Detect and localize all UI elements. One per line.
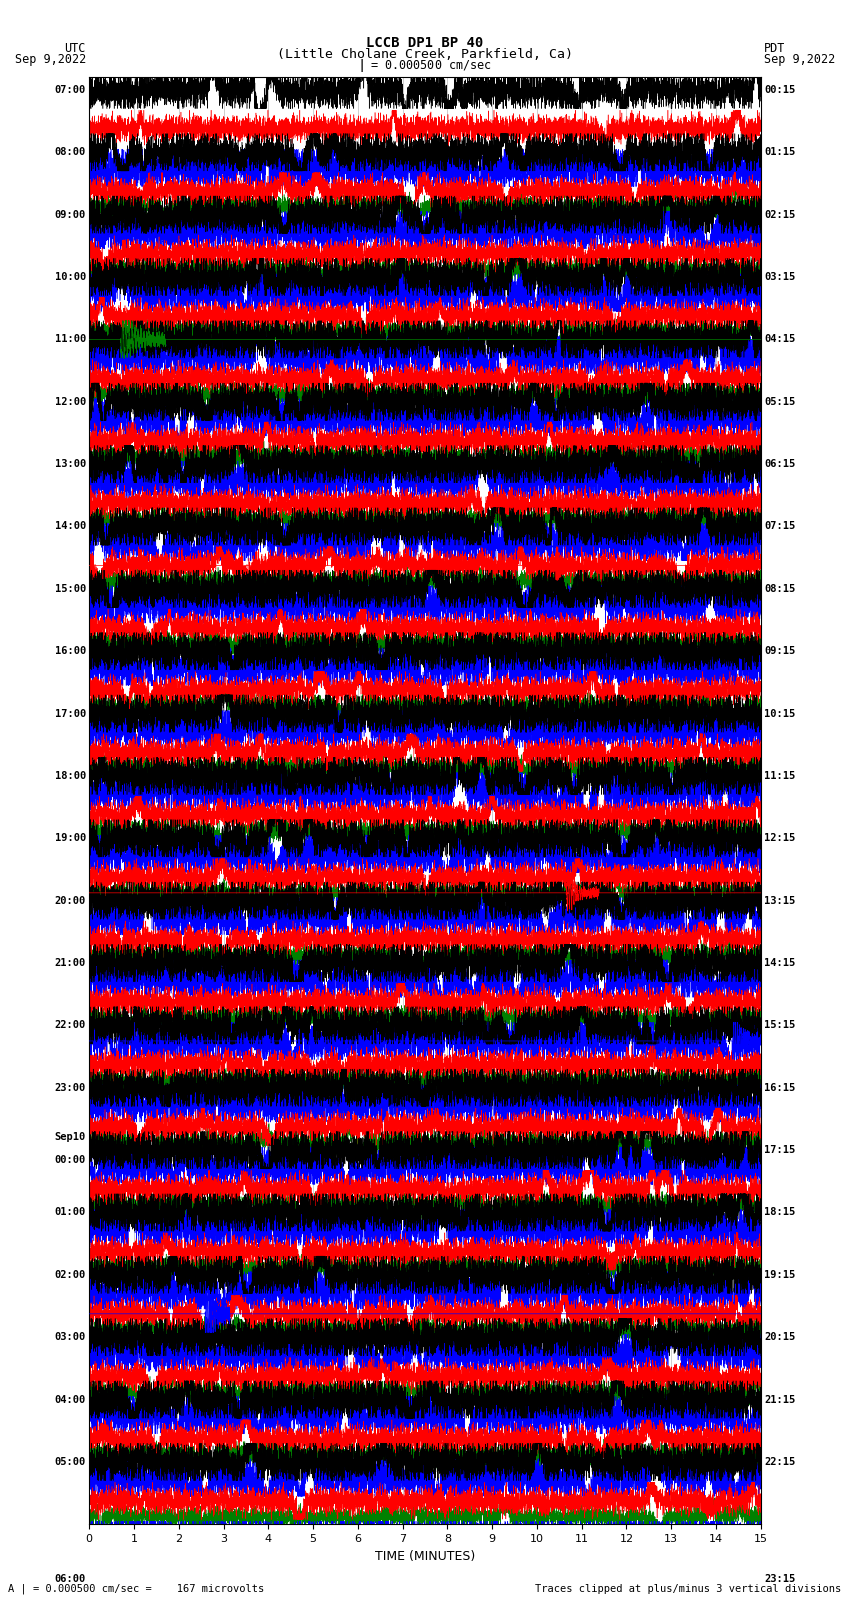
- X-axis label: TIME (MINUTES): TIME (MINUTES): [375, 1550, 475, 1563]
- Text: 01:00: 01:00: [54, 1208, 86, 1218]
- Text: 19:15: 19:15: [764, 1269, 796, 1279]
- Text: 11:15: 11:15: [764, 771, 796, 781]
- Text: 18:00: 18:00: [54, 771, 86, 781]
- Text: 16:00: 16:00: [54, 647, 86, 656]
- Text: 23:15: 23:15: [764, 1574, 796, 1584]
- Text: 14:00: 14:00: [54, 521, 86, 531]
- Text: A | = 0.000500 cm/sec =    167 microvolts: A | = 0.000500 cm/sec = 167 microvolts: [8, 1582, 264, 1594]
- Text: Traces clipped at plus/minus 3 vertical divisions: Traces clipped at plus/minus 3 vertical …: [536, 1584, 842, 1594]
- Text: 04:00: 04:00: [54, 1395, 86, 1405]
- Text: 09:00: 09:00: [54, 210, 86, 219]
- Text: 01:15: 01:15: [764, 147, 796, 156]
- Text: 17:00: 17:00: [54, 708, 86, 718]
- Text: 02:00: 02:00: [54, 1269, 86, 1279]
- Text: 12:15: 12:15: [764, 834, 796, 844]
- Text: 15:15: 15:15: [764, 1021, 796, 1031]
- Text: 03:00: 03:00: [54, 1332, 86, 1342]
- Text: 19:00: 19:00: [54, 834, 86, 844]
- Text: 06:15: 06:15: [764, 460, 796, 469]
- Text: 17:15: 17:15: [764, 1145, 796, 1155]
- Text: 05:15: 05:15: [764, 397, 796, 406]
- Text: 02:15: 02:15: [764, 210, 796, 219]
- Text: LCCB DP1 BP 40: LCCB DP1 BP 40: [366, 37, 484, 50]
- Text: 14:15: 14:15: [764, 958, 796, 968]
- Text: 07:00: 07:00: [54, 85, 86, 95]
- Text: 20:00: 20:00: [54, 895, 86, 905]
- Text: (Little Cholane Creek, Parkfield, Ca): (Little Cholane Creek, Parkfield, Ca): [277, 48, 573, 61]
- Text: 21:15: 21:15: [764, 1395, 796, 1405]
- Text: 21:00: 21:00: [54, 958, 86, 968]
- Text: PDT: PDT: [764, 42, 785, 55]
- Text: 20:15: 20:15: [764, 1332, 796, 1342]
- Text: 03:15: 03:15: [764, 273, 796, 282]
- Text: 00:15: 00:15: [764, 85, 796, 95]
- Text: 13:15: 13:15: [764, 895, 796, 905]
- Text: 13:00: 13:00: [54, 460, 86, 469]
- Text: 10:15: 10:15: [764, 708, 796, 718]
- Text: 18:15: 18:15: [764, 1208, 796, 1218]
- Text: 06:00: 06:00: [54, 1574, 86, 1584]
- Text: 11:00: 11:00: [54, 334, 86, 344]
- Text: 08:00: 08:00: [54, 147, 86, 156]
- Text: 04:15: 04:15: [764, 334, 796, 344]
- Text: 10:00: 10:00: [54, 273, 86, 282]
- Text: Sep10: Sep10: [54, 1132, 86, 1142]
- Text: Sep 9,2022: Sep 9,2022: [764, 53, 836, 66]
- Text: 16:15: 16:15: [764, 1082, 796, 1092]
- Text: UTC: UTC: [65, 42, 86, 55]
- Text: 07:15: 07:15: [764, 521, 796, 531]
- Text: 12:00: 12:00: [54, 397, 86, 406]
- Text: 23:00: 23:00: [54, 1082, 86, 1092]
- Text: 09:15: 09:15: [764, 647, 796, 656]
- Text: 22:00: 22:00: [54, 1021, 86, 1031]
- Text: 22:15: 22:15: [764, 1457, 796, 1466]
- Text: $\mathbf{|}$ = 0.000500 cm/sec: $\mathbf{|}$ = 0.000500 cm/sec: [359, 56, 491, 74]
- Text: 08:15: 08:15: [764, 584, 796, 594]
- Text: Sep 9,2022: Sep 9,2022: [14, 53, 86, 66]
- Text: 15:00: 15:00: [54, 584, 86, 594]
- Text: 05:00: 05:00: [54, 1457, 86, 1466]
- Text: 00:00: 00:00: [54, 1155, 86, 1165]
